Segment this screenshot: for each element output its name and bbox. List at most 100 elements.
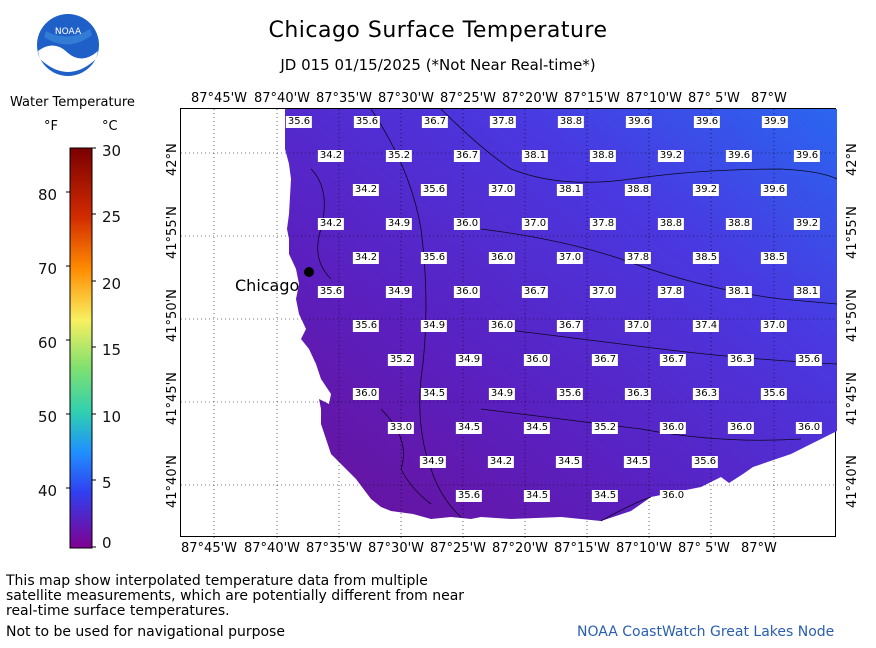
temperature-value: 36.7	[659, 354, 687, 366]
temperature-value: 38.8	[589, 150, 617, 162]
temperature-value: 34.5	[420, 388, 448, 400]
legend-f-tick: 50	[38, 408, 58, 426]
temperature-value: 39.6	[725, 150, 753, 162]
credit-text: NOAA CoastWatch Great Lakes Node	[577, 624, 835, 640]
legend-f-tick: 80	[38, 186, 58, 204]
temperature-value: 35.2	[387, 354, 415, 366]
lat-label: 42°N	[845, 143, 860, 176]
temperature-value: 36.0	[352, 388, 380, 400]
lake-michigan-surface	[181, 109, 837, 538]
lake-water	[285, 109, 837, 521]
temperature-value: 38.1	[793, 286, 821, 298]
temperature-value: 36.3	[727, 354, 755, 366]
legend-c-tick: 20	[102, 275, 122, 293]
lon-label: 87°W	[751, 91, 787, 106]
temperature-value: 36.7	[521, 286, 549, 298]
temperature-value: 36.3	[624, 388, 652, 400]
svg-text:NOAA: NOAA	[55, 27, 82, 37]
lat-label: 41°45'N	[845, 372, 860, 425]
chicago-marker	[304, 267, 314, 277]
legend-c-tick: 25	[102, 208, 122, 226]
temperature-value: 34.5	[623, 456, 651, 468]
temperature-value: 39.6	[693, 116, 721, 128]
temperature-value: 37.8	[657, 286, 685, 298]
lon-label: 87°15'W	[564, 91, 621, 106]
lon-label: 87°25'W	[430, 541, 487, 556]
temperature-value: 37.0	[556, 252, 584, 264]
temperature-value: 37.8	[589, 218, 617, 230]
lon-label: 87°10'W	[626, 91, 683, 106]
lon-label: 87°20'W	[492, 541, 549, 556]
lat-label: 42°N	[165, 143, 180, 176]
temperature-value: 35.2	[591, 422, 619, 434]
temperature-value: 34.2	[317, 150, 345, 162]
lon-label: 87°30'W	[378, 91, 435, 106]
temperature-value: 38.5	[760, 252, 788, 264]
temperature-value: 35.6	[353, 116, 381, 128]
city-label: Chicago	[235, 276, 300, 295]
temperature-value: 39.2	[793, 218, 821, 230]
lon-label: 87°10'W	[616, 541, 673, 556]
temperature-value: 38.1	[556, 184, 584, 196]
temperature-value: 34.2	[317, 218, 345, 230]
temperature-value: 38.8	[624, 184, 652, 196]
temperature-value: 35.2	[385, 150, 413, 162]
temperature-value: 37.8	[489, 116, 517, 128]
noaa-logo: NOAA	[37, 14, 99, 76]
temperature-value: 35.6	[691, 456, 719, 468]
temperature-value: 34.5	[523, 490, 551, 502]
legend-f-tick: 40	[38, 482, 58, 500]
legend-c-tick: 30	[102, 142, 122, 160]
temperature-value: 36.0	[795, 422, 823, 434]
temperature-value: 35.6	[352, 320, 380, 332]
lon-label: 87°35'W	[306, 541, 363, 556]
temperature-value: 35.6	[420, 252, 448, 264]
temperature-value: 34.9	[385, 286, 413, 298]
lon-label: 87°40'W	[244, 541, 301, 556]
navigation-warning: Not to be used for navigational purpose	[6, 624, 285, 640]
temperature-value: 34.5	[591, 490, 619, 502]
lon-label: 87°35'W	[316, 91, 373, 106]
lon-label: 87°W	[741, 541, 777, 556]
lon-label: 87°30'W	[368, 541, 425, 556]
lon-label: 87°45'W	[191, 91, 248, 106]
lat-label: 41°55'N	[165, 206, 180, 259]
temperature-value: 37.0	[760, 320, 788, 332]
lat-label: 41°40'N	[845, 455, 860, 508]
temperature-value: 37.8	[624, 252, 652, 264]
lat-label: 41°45'N	[165, 372, 180, 425]
lon-label: 87°40'W	[254, 91, 311, 106]
temperature-value: 34.9	[385, 218, 413, 230]
legend-f-tick: 60	[38, 334, 58, 352]
lon-label: 87° 5'W	[688, 91, 740, 106]
temperature-value: 36.7	[453, 150, 481, 162]
temperature-value: 36.0	[659, 422, 687, 434]
lat-label: 41°55'N	[845, 206, 860, 259]
temperature-value: 36.0	[488, 320, 516, 332]
temperature-value: 35.6	[285, 116, 313, 128]
temperature-value: 39.6	[793, 150, 821, 162]
date-subtitle: JD 015 01/15/2025 (*Not Near Real-time*)	[280, 56, 596, 74]
lon-label: 87° 5'W	[678, 541, 730, 556]
temperature-value: 34.9	[455, 354, 483, 366]
temperature-value: 37.0	[521, 218, 549, 230]
legend-c-tick: 15	[102, 341, 122, 359]
temperature-value: 39.2	[692, 184, 720, 196]
temperature-value: 37.0	[624, 320, 652, 332]
temperature-value: 35.6	[317, 286, 345, 298]
temperature-value: 36.7	[591, 354, 619, 366]
temperature-value: 38.1	[521, 150, 549, 162]
legend-unit-f: °F	[44, 119, 58, 134]
temperature-value: 36.0	[453, 218, 481, 230]
temperature-value: 38.8	[657, 218, 685, 230]
temperature-value: 34.5	[523, 422, 551, 434]
temperature-value: 38.8	[725, 218, 753, 230]
temperature-value: 36.3	[692, 388, 720, 400]
temperature-value: 33.0	[387, 422, 415, 434]
temperature-value: 34.2	[352, 252, 380, 264]
temperature-value: 36.7	[556, 320, 584, 332]
temperature-value: 34.9	[488, 388, 516, 400]
legend-f-tick: 70	[38, 260, 58, 278]
lon-label: 87°25'W	[440, 91, 497, 106]
temperature-value: 35.6	[795, 354, 823, 366]
